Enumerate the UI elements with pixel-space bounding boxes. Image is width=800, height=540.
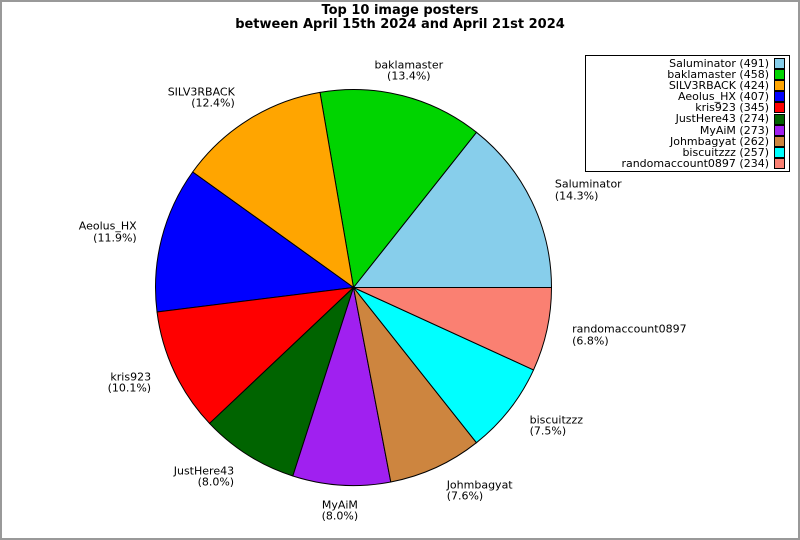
legend-item-label: SILV3RBACK (424) — [668, 79, 769, 93]
legend-color-swatch — [774, 69, 785, 81]
slice-label-name: kris923 — [110, 370, 152, 384]
slice-label-percent: (8.0%) — [197, 475, 235, 489]
slice-label-biscuitzzz: biscuitzzz (7.5%) — [530, 414, 583, 437]
slice-label-name: MyAiM — [321, 498, 358, 512]
legend-color-swatch — [774, 146, 785, 158]
slice-label-percent: (10.1%) — [107, 381, 152, 395]
pie-slice-SILV3RBACK — [192, 91, 354, 288]
legend-item-biscuitzzz: biscuitzzz (257) — [588, 147, 785, 158]
slice-label-name: JustHere43 — [173, 464, 235, 478]
slice-label-name: SILV3RBACK — [167, 85, 235, 99]
slice-label-randomaccount0897: randomaccount0897 (6.8%) — [572, 324, 686, 347]
legend-color-swatch — [774, 58, 785, 70]
slice-label-percent: (8.0%) — [321, 509, 359, 523]
legend-item-Johmbagyat: Johmbagyat (262) — [588, 136, 785, 147]
slice-label-percent: (11.9%) — [93, 231, 137, 245]
slice-label-name: baklamaster — [374, 58, 444, 72]
pie-slice-JustHere43 — [209, 287, 354, 477]
legend-item-label: Aeolus_HX (407) — [678, 90, 769, 104]
legend-item-label: Saluminator (491) — [669, 57, 769, 70]
legend-color-swatch — [774, 124, 785, 136]
slice-label-name: Aeolus_HX — [78, 219, 137, 233]
legend-color-swatch — [774, 135, 785, 147]
legend-item-label: randomaccount0897 (234) — [621, 156, 769, 170]
slice-label-percent: (7.5%) — [529, 424, 567, 438]
slice-label-kris923: kris923 (10.1%) — [108, 371, 152, 394]
legend-item-randomaccount0897: randomaccount0897 (234) — [588, 158, 785, 169]
pie-slice-randomaccount0897 — [353, 287, 552, 371]
slice-label-MyAiM: MyAiM (8.0%) — [322, 499, 359, 522]
legend-color-swatch — [774, 91, 785, 103]
legend-color-swatch — [774, 113, 785, 125]
legend: Saluminator (491) baklamaster (458) SILV3R… — [585, 55, 790, 172]
slice-label-name: Saluminator — [554, 177, 622, 191]
slice-label-percent: (6.8%) — [572, 334, 609, 348]
slice-label-Johmbagyat: Johmbagyat (7.6%) — [447, 479, 513, 502]
legend-item-Aeolus_HX: Aeolus_HX (407) — [588, 91, 785, 102]
legend-color-swatch — [774, 102, 785, 114]
chart-title-line1: Top 10 image posters — [321, 3, 479, 18]
slice-label-percent: (13.4%) — [387, 69, 431, 83]
pie-slice-Aeolus_HX — [155, 171, 354, 313]
legend-item-baklamaster: baklamaster (458) — [588, 69, 785, 80]
slice-label-SILV3RBACK: SILV3RBACK (12.4%) — [168, 86, 235, 109]
slice-label-percent: (12.4%) — [191, 96, 235, 110]
slice-label-baklamaster: baklamaster (13.4%) — [374, 59, 443, 82]
legend-item-JustHere43: JustHere43 (274) — [588, 112, 785, 126]
slice-label-percent: (14.3%) — [554, 189, 599, 203]
pie-slice-baklamaster — [319, 89, 477, 288]
slice-label-percent: (7.6%) — [446, 489, 484, 503]
legend-item-label: kris923 (345) — [695, 101, 769, 115]
slice-label-name: Johmbagyat — [446, 478, 513, 492]
legend-item-SILV3RBACK: SILV3RBACK (424) — [588, 80, 785, 91]
slice-label-JustHere43: JustHere43 (8.0%) — [174, 465, 234, 488]
slice-label-Saluminator: Saluminator (14.3%) — [555, 179, 622, 202]
legend-color-swatch — [774, 157, 785, 169]
slice-label-name: randomaccount0897 — [572, 322, 687, 336]
pie-slice-MyAiM — [292, 287, 392, 486]
legend-color-swatch — [774, 80, 785, 92]
slice-label-name: biscuitzzz — [529, 413, 584, 427]
legend-item-MyAiM: MyAiM (273) — [588, 123, 785, 137]
pie-slice-Johmbagyat — [353, 287, 477, 483]
chart-title: Top 10 image posters between April 15th … — [2, 4, 798, 32]
legend-item-label: biscuitzzz (257) — [682, 145, 769, 159]
slice-label-Aeolus_HX: Aeolus_HX (11.9%) — [79, 221, 137, 244]
legend-item-label: Johmbagyat (262) — [669, 134, 769, 148]
pie-slice-Saluminator — [353, 131, 552, 288]
legend-item-label: baklamaster (458) — [667, 68, 769, 82]
pie-slice-kris923 — [156, 287, 354, 424]
legend-item-label: MyAiM (273) — [699, 123, 769, 137]
legend-item-Saluminator: Saluminator (491) — [588, 58, 785, 69]
chart-title-line2: between April 15th 2024 and April 21st 2… — [235, 17, 565, 32]
legend-item-label: JustHere43 (274) — [675, 112, 769, 126]
legend-item-kris923: kris923 (345) — [588, 102, 785, 113]
